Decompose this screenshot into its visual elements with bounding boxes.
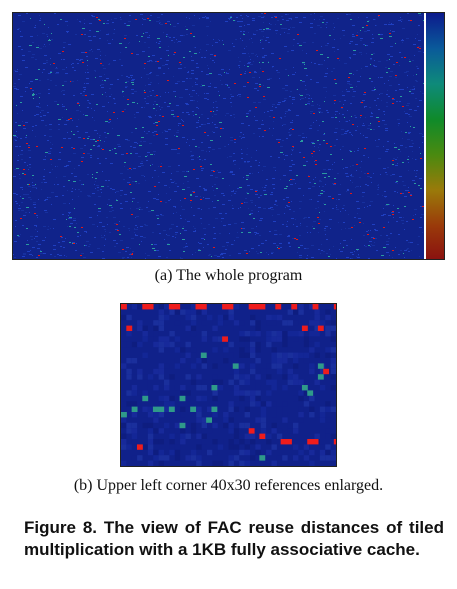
mid-reuse-cell [211, 406, 218, 412]
long-reuse-cell [136, 444, 143, 450]
long-reuse-cell [259, 433, 266, 439]
mid-reuse-cell [131, 406, 138, 412]
long-reuse-cell [280, 439, 292, 445]
figure-b-caption: (b) Upper left corner 40x30 references e… [73, 477, 384, 494]
mid-reuse-cell [152, 406, 165, 412]
mid-reuse-cell [301, 385, 308, 391]
figure-caption: Figure 8. The view of FAC reuse distance… [24, 518, 444, 559]
long-reuse-cell [222, 336, 228, 342]
long-reuse-cell [333, 304, 336, 310]
color-bar [426, 13, 444, 259]
long-reuse-cell [291, 304, 298, 310]
long-reuse-cell [333, 439, 336, 445]
long-reuse-cell [142, 304, 154, 310]
enlarged-corner-heatmap [121, 304, 336, 466]
mid-reuse-cell [190, 406, 197, 412]
figure-a-caption: (a) The whole program [154, 267, 303, 284]
long-reuse-cell [248, 304, 266, 310]
long-reuse-cell [248, 428, 255, 434]
long-reuse-cell [275, 304, 282, 310]
mid-reuse-cell [211, 385, 218, 391]
mid-reuse-cell [317, 363, 324, 369]
long-reuse-cell [307, 439, 319, 445]
long-reuse-cell [323, 368, 330, 375]
mid-reuse-cell [168, 406, 175, 412]
whole-program-heatmap [13, 13, 444, 259]
enlarged-corner-plot [120, 303, 337, 467]
whole-program-plot [12, 12, 445, 260]
mid-reuse-cell [142, 395, 149, 402]
long-reuse-cell [222, 304, 234, 310]
long-reuse-cell [317, 325, 324, 331]
mid-reuse-cell [200, 352, 207, 358]
mid-reuse-cell [232, 363, 239, 369]
long-reuse-cell [301, 325, 308, 331]
long-reuse-cell [312, 304, 319, 310]
mid-reuse-cell [206, 417, 213, 423]
long-reuse-cell [195, 304, 207, 310]
long-reuse-cell [121, 304, 127, 310]
mid-reuse-cell [121, 412, 127, 418]
long-reuse-cell [168, 304, 181, 310]
long-reuse-cell [126, 325, 133, 331]
mid-reuse-cell [307, 390, 314, 396]
mid-reuse-cell [179, 395, 186, 402]
mid-reuse-cell [317, 374, 324, 380]
mid-reuse-cell [259, 455, 266, 461]
plot-background [13, 13, 424, 259]
mid-reuse-cell [179, 422, 186, 429]
